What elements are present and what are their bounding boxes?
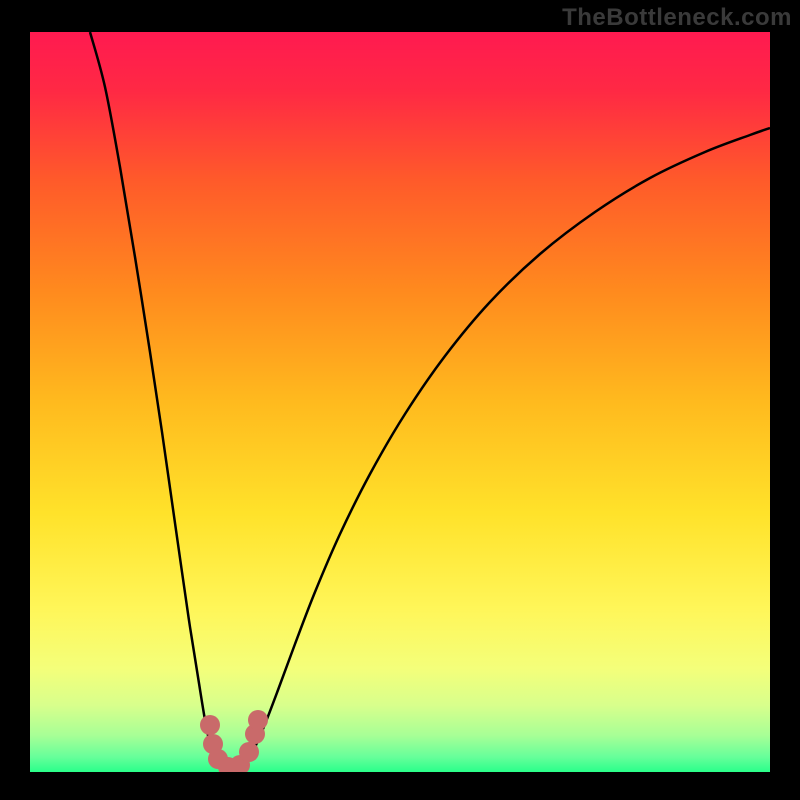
curve-marker [239, 742, 259, 762]
plot-area [30, 32, 770, 772]
curve-marker [248, 710, 268, 730]
curve-marker [200, 715, 220, 735]
gradient-background [30, 32, 770, 772]
watermark-text: TheBottleneck.com [562, 4, 792, 32]
